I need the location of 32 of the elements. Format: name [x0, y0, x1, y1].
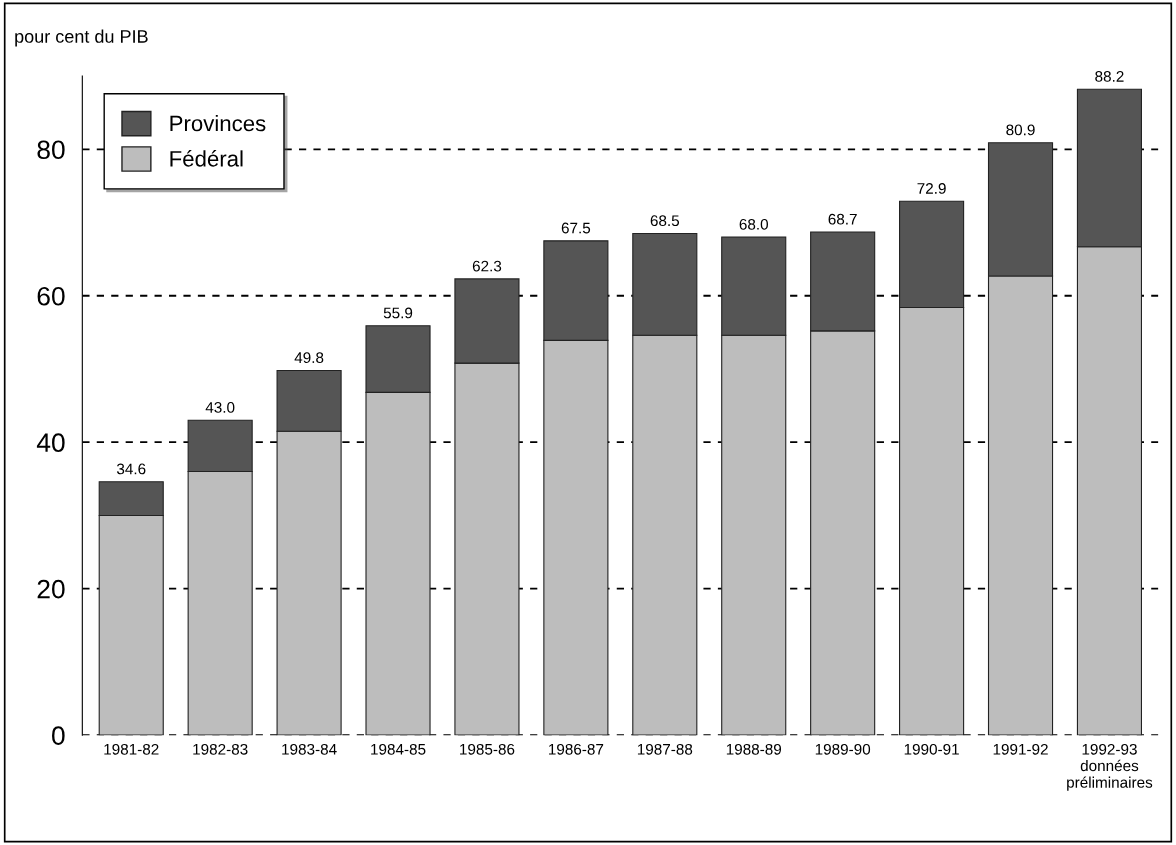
- x-tick-label: 1988-89: [726, 743, 782, 755]
- legend-label: Fédéral: [170, 150, 243, 167]
- x-tick-label: 1992-93 données préliminaires: [1067, 743, 1153, 791]
- total-label: 43.0: [205, 402, 235, 413]
- total-label: 62.3: [472, 260, 502, 272]
- total-label: 80.9: [1006, 124, 1035, 136]
- x-tick-label: 1982-83: [193, 743, 248, 755]
- total-label: 68.0: [739, 218, 768, 230]
- x-tick-label: 1991-92: [993, 743, 1048, 755]
- y-tick-label: 40: [36, 433, 65, 453]
- total-label: 72.9: [917, 183, 946, 194]
- total-label: 67.5: [561, 222, 591, 234]
- x-tick-label: 1986-87: [549, 743, 604, 755]
- y-tick-label: 60: [37, 286, 65, 306]
- total-label: 68.5: [650, 215, 680, 227]
- total-label: 88.2: [1095, 71, 1124, 82]
- total-label: 49.8: [294, 352, 324, 364]
- total-label: 68.7: [828, 213, 857, 225]
- y-tick-label: 20: [37, 579, 65, 599]
- x-tick-label: 1984-85: [371, 743, 426, 755]
- x-tick-label: 1983-84: [282, 743, 337, 755]
- x-tick-label: 1989-90: [815, 743, 871, 755]
- x-tick-label: 1985-86: [460, 743, 515, 755]
- y-tick-label: 80: [37, 140, 65, 160]
- x-tick-label: 1981-82: [104, 743, 159, 755]
- x-tick-label: 1990-91: [904, 743, 959, 755]
- y-tick-label: 0: [52, 726, 65, 745]
- legend-label: Provinces: [170, 114, 266, 132]
- total-label: 55.9: [383, 307, 413, 319]
- x-tick-label: 1987-88: [637, 743, 693, 755]
- y-axis-title: pour cent du PIB: [15, 29, 148, 47]
- total-label: 34.6: [116, 463, 146, 475]
